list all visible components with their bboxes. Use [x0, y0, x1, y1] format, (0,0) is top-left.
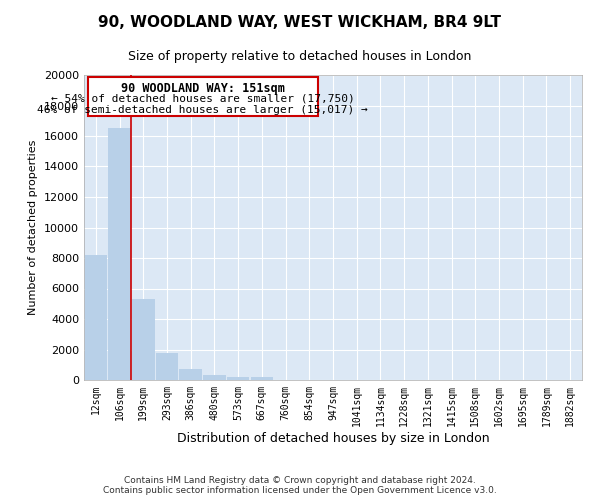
Bar: [203, 376, 226, 380]
Text: Contains HM Land Registry data © Crown copyright and database right 2024.
Contai: Contains HM Land Registry data © Crown c…: [103, 476, 497, 495]
Bar: [251, 377, 273, 380]
Text: 90 WOODLAND WAY: 151sqm: 90 WOODLAND WAY: 151sqm: [121, 82, 284, 95]
Bar: [132, 299, 155, 380]
Bar: [227, 377, 250, 380]
Text: 90, WOODLAND WAY, WEST WICKHAM, BR4 9LT: 90, WOODLAND WAY, WEST WICKHAM, BR4 9LT: [98, 15, 502, 30]
Bar: [179, 368, 202, 380]
Text: 46% of semi-detached houses are larger (15,017) →: 46% of semi-detached houses are larger (…: [37, 104, 368, 115]
Text: Size of property relative to detached houses in London: Size of property relative to detached ho…: [128, 50, 472, 63]
Y-axis label: Number of detached properties: Number of detached properties: [28, 140, 38, 315]
Text: ← 54% of detached houses are smaller (17,750): ← 54% of detached houses are smaller (17…: [50, 93, 355, 103]
Bar: [109, 128, 131, 380]
X-axis label: Distribution of detached houses by size in London: Distribution of detached houses by size …: [176, 432, 490, 444]
Bar: [85, 255, 107, 380]
FancyBboxPatch shape: [88, 76, 317, 116]
Bar: [156, 352, 178, 380]
